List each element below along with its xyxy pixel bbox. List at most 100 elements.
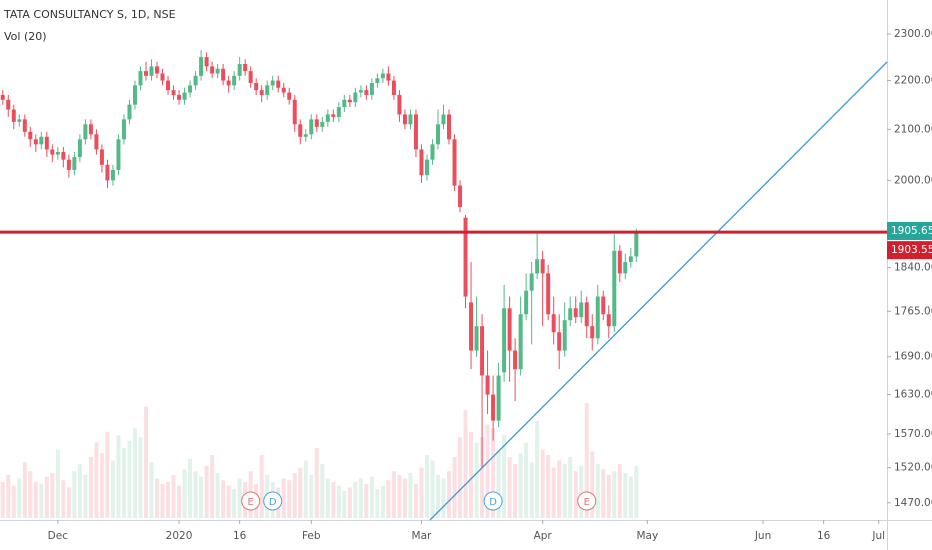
x-tick-label: 16 [233,530,247,542]
candle-body [617,250,622,274]
candle-body [72,157,77,170]
y-tick-label: 2000.00 [894,174,932,186]
candle-body [6,99,11,110]
candle-body [628,256,633,263]
y-tick-label: 1840.00 [894,262,932,274]
volume-bar [237,478,242,518]
candle-body [391,80,396,95]
volume-bar [44,476,49,518]
volume-bar [342,491,347,518]
candle-body [573,308,578,318]
volume-bar [568,456,573,518]
volume-bar [121,447,126,518]
candle-body [430,144,435,160]
volume-bar [199,476,204,518]
x-tick-label: Apr [534,530,553,542]
volume-bar [177,485,182,518]
volume-bar [17,478,22,518]
candle-body [237,64,242,76]
volume-bar [562,464,567,518]
volume-bar [55,449,60,518]
candle-body [380,73,385,79]
volume-bar [116,435,121,518]
trend-line[interactable] [429,61,888,521]
candle-body [474,326,479,351]
y-tick-label: 1765.00 [894,305,932,317]
candle-body [143,71,148,76]
candle-body [485,375,490,395]
candle-body [61,151,66,160]
volume-bar [325,478,330,518]
volume-bar [386,480,391,518]
candle-body [424,159,429,176]
candle-body [535,259,540,274]
volume-bar [595,464,600,518]
volume-bar [353,482,358,518]
candle-body [232,75,237,86]
candle-body [364,90,369,95]
volume-bar [496,449,501,518]
candle-body [28,131,33,140]
candle-body [606,314,611,327]
candle-body [402,114,407,125]
candle-body [579,302,584,318]
candle-body [480,326,485,376]
x-tick-label: Mar [412,530,432,542]
candle-body [270,80,275,86]
volume-bar [491,428,496,518]
volume-bar [402,478,407,518]
volume-bar [551,467,556,518]
volume-bar [33,482,38,518]
candle-body [204,57,209,67]
volume-bar [188,458,193,518]
candle-body [325,114,330,122]
candle-body [518,314,523,370]
volume-bar [628,476,633,518]
volume-layer [0,403,639,518]
candle-body [116,139,121,170]
volume-bar [204,465,209,518]
candle-body [243,64,248,72]
volume-bar [132,428,137,518]
volume-bar [6,474,11,518]
volume-bar [61,480,66,518]
volume-bar [166,482,171,518]
candle-body [292,99,297,125]
volume-bar [72,471,77,518]
volume-bar [480,437,485,518]
volume-bar [292,473,297,518]
volume-bar [171,474,176,518]
candle-body [502,308,507,373]
candle-body [336,107,341,117]
volume-bar [281,478,286,518]
candle-body [397,94,402,115]
volume-bar [458,437,463,518]
candle-body [601,296,606,315]
candle-body [524,290,529,315]
candle-body [248,71,253,83]
overlay-layer: E D D E 1905.65 1903.55 [0,221,932,511]
volume-bar [529,462,534,518]
chart-title: TATA CONSULTANCY S, 1D, NSE [3,8,176,21]
volume-bar [518,453,523,518]
volume-bar [11,485,16,518]
candle-body [99,149,104,165]
volume-bar [99,453,104,518]
candle-body [55,151,60,155]
candle-body [369,82,374,95]
candle-body [166,80,171,91]
candle-body [320,121,325,127]
candle-body [342,99,347,108]
volume-bar [298,467,303,518]
volume-bar [584,403,589,518]
event-label: E [248,497,254,508]
candle-body [39,136,44,145]
volume-bar [94,442,99,518]
candle-body [0,94,5,100]
candle-body [298,124,303,137]
hline-price-tag [887,241,932,260]
volume-bar [590,451,595,518]
candle-body [568,308,573,321]
volume-bar [303,460,308,518]
candle-body [413,114,418,150]
